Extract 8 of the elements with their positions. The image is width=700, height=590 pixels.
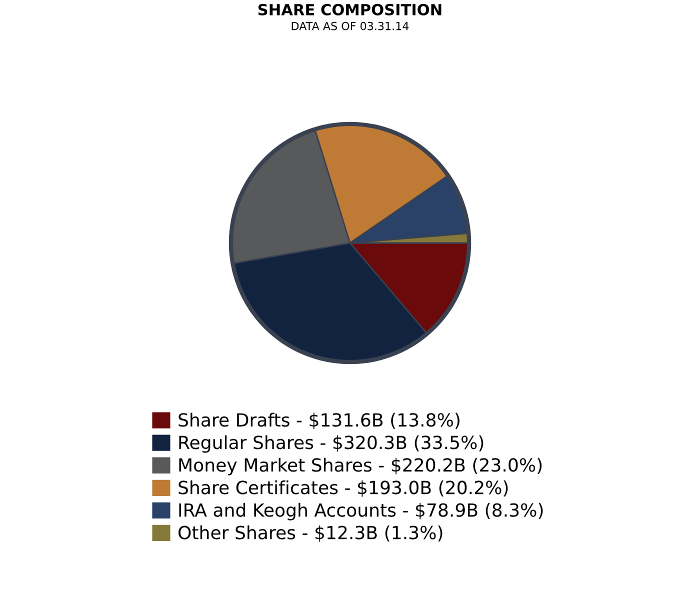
chart-subtitle: DATA AS OF 03.31.14 xyxy=(292,22,409,30)
legend-label: IRA and Keogh Accounts - $78.9B (8.3%) xyxy=(179,502,543,520)
legend-label: Share Certificates - $193.0B (20.2%) xyxy=(178,480,508,497)
legend-label: Share Drafts - $131.6B (13.8%) xyxy=(178,412,460,430)
legend-label: Other Shares - $12.3B (1.3%) xyxy=(178,525,442,542)
chart-title: SHARE COMPOSITION xyxy=(258,4,442,16)
legend-label: Money Market Shares - $220.2B (23.0%) xyxy=(179,458,542,476)
legend-label: Regular Shares - $320.3B (33.5%) xyxy=(179,435,484,453)
